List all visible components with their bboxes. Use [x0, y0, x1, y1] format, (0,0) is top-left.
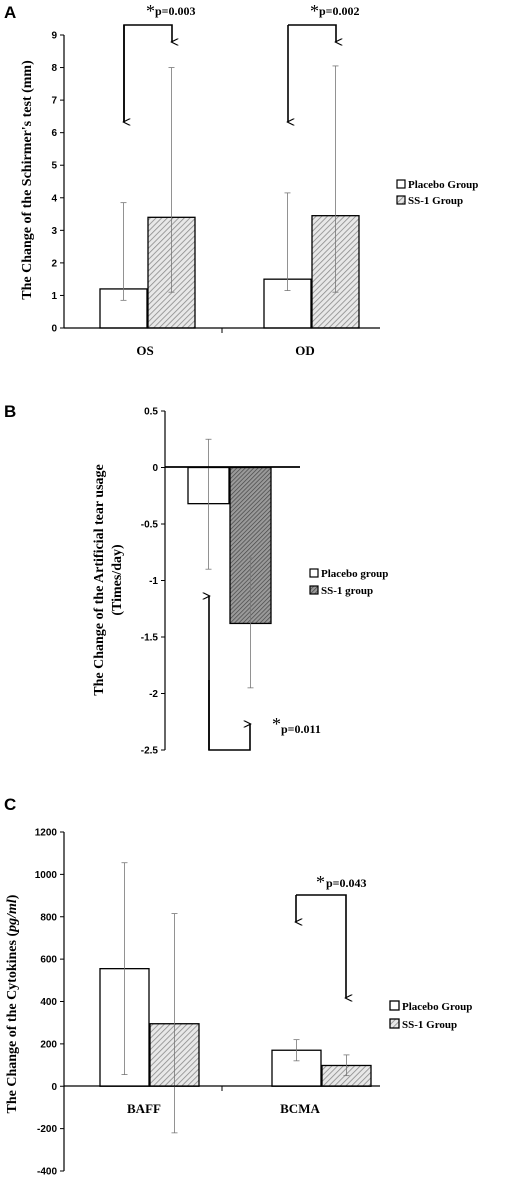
panel-letter-b: B	[4, 402, 16, 421]
y-tick-label: 0	[51, 324, 57, 335]
y-tick-label: 2	[51, 258, 57, 269]
panel-a: A The Change of the Schirmer's test (mm)…	[4, 1, 478, 358]
y-tick-label: 0	[152, 463, 158, 474]
panel-c-legend-swatch-ss1	[389, 1018, 400, 1029]
panel-b-star: *	[272, 714, 281, 734]
panel-a-os-pvalue: p=0.003	[155, 4, 196, 18]
panel-a-legend-ss1: SS-1 Group	[408, 195, 463, 207]
y-tick-label: -2	[149, 689, 158, 700]
panel-a-od-star: *	[310, 1, 319, 21]
panel-b-legend-placebo: Placebo group	[321, 568, 388, 580]
panel-b-legend-ss1: SS-1 group	[321, 585, 373, 597]
panel-a-ylabel: The Change of the Schirmer's test (mm)	[20, 60, 35, 300]
panel-c-ylabel-close: )	[5, 894, 20, 899]
y-tick-label: 1000	[35, 870, 58, 881]
y-tick-label: 4	[51, 193, 57, 204]
panel-c-bars	[99, 862, 372, 1134]
panel-b-legend-swatch-ss1	[309, 585, 319, 595]
y-tick-label: -1.5	[141, 633, 159, 644]
y-tick-label: -400	[37, 1167, 57, 1177]
panel-a-legend-swatch-ss1	[396, 195, 406, 205]
panel-b: B The Change of the Artificial tear usag…	[4, 402, 388, 757]
y-tick-label: 5	[51, 161, 57, 172]
panel-c-ylabel-units: pg/ml	[5, 899, 20, 933]
panel-a-os-bracket-arrow	[123, 24, 172, 122]
panel-a-od-pvalue: p=0.002	[319, 4, 360, 18]
y-tick-label: 8	[51, 63, 57, 74]
panel-a-od-bracket-arrow	[288, 24, 336, 42]
panel-c-ylabel-main: The Change of the Cytokines (	[5, 932, 20, 1114]
panel-a-legend-swatch-placebo	[396, 179, 406, 189]
y-tick-label: -2.5	[141, 746, 159, 757]
y-tick-label: 800	[40, 912, 57, 923]
panel-c-pvalue: p=0.043	[326, 876, 367, 890]
panel-c-legend-ss1: SS-1 Group	[402, 1019, 457, 1031]
y-tick-label: -200	[37, 1124, 57, 1135]
panel-c-ylabel: The Change of the Cytokines (pg/ml)	[5, 894, 20, 1113]
panel-c-legend-placebo: Placebo Group	[402, 1001, 472, 1013]
panel-c-right-arrow	[296, 894, 346, 998]
panel-b-y-ticks: 0.5 0 -0.5 -1 -1.5 -2 -2.5	[141, 407, 165, 757]
panel-c-cat-baff: BAFF	[127, 1101, 161, 1116]
panel-c-legend-swatch-placebo	[389, 1000, 400, 1011]
y-tick-label: 0	[51, 1082, 57, 1093]
panel-b-pvalue: p=0.011	[281, 722, 321, 736]
y-tick-label: 3	[51, 226, 57, 237]
panel-b-bars	[187, 438, 272, 689]
panel-b-legend-swatch-placebo	[309, 568, 319, 578]
y-tick-label: 1	[51, 291, 57, 302]
panel-b-ylabel: The Change of the Artificial tear usage	[92, 464, 107, 696]
y-tick-label: -1	[149, 576, 158, 587]
y-tick-label: 200	[40, 1039, 57, 1050]
panel-letter-a: A	[4, 3, 16, 22]
bar-placebo	[271, 1049, 322, 1087]
panel-b-bracket-right-arrow	[208, 680, 250, 751]
panel-c: C The Change of the Cytokines (pg/ml) 12…	[4, 795, 472, 1177]
panel-a-y-ticks: 0 1 2 3 4 5 6 7 8 9	[51, 31, 64, 335]
panel-a-bars	[99, 65, 360, 329]
y-tick-label: 1200	[35, 828, 58, 839]
panel-c-star: *	[316, 872, 325, 892]
panel-a-cat-od: OD	[295, 343, 315, 358]
panel-a-legend-placebo: Placebo Group	[408, 179, 478, 191]
panel-c-y-ticks: 1200 1000 800 600 400 200 0 -200 -400	[35, 828, 64, 1177]
y-tick-label: 6	[51, 128, 57, 139]
panel-a-cat-os: OS	[136, 343, 153, 358]
y-tick-label: 600	[40, 955, 57, 966]
y-tick-label: 9	[51, 31, 57, 42]
y-tick-label: 0.5	[144, 407, 158, 418]
panel-b-ylabel-units: (Times/day)	[110, 544, 125, 616]
y-tick-label: -0.5	[141, 520, 159, 531]
panel-a-os-star: *	[146, 1, 155, 21]
y-tick-label: 400	[40, 997, 57, 1008]
panel-c-cat-bcma: BCMA	[280, 1101, 320, 1116]
panel-letter-c: C	[4, 795, 16, 814]
y-tick-label: 7	[51, 96, 57, 107]
